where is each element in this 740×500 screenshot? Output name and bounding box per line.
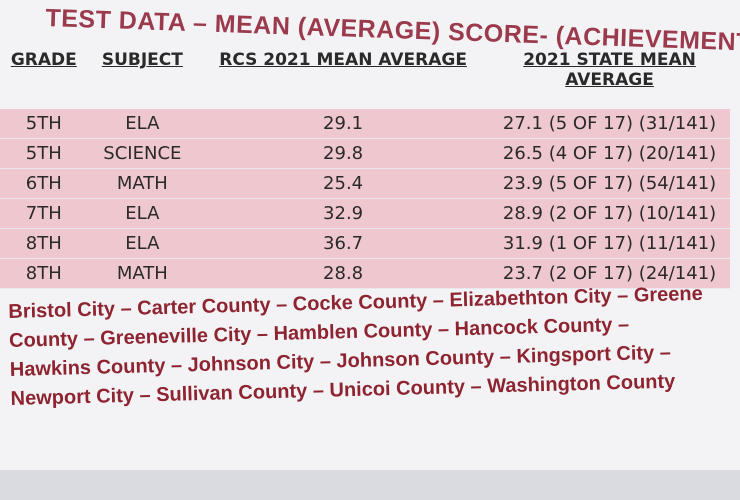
table-cell: 32.9	[197, 198, 490, 229]
table-cell: SCIENCE	[87, 138, 198, 169]
table-cell: 28.9 (2 OF 17) (10/141)	[489, 198, 730, 229]
table-cell: 8TH	[0, 258, 88, 289]
table-row: 7TH ELA 32.9 28.9 (2 OF 17) (10/141)	[0, 198, 730, 229]
column-header: 2021 STATE MEAN AVERAGE	[523, 50, 696, 90]
table-row: 5TH SCIENCE 29.8 26.5 (4 OF 17) (20/141)	[0, 138, 730, 169]
table-cell: 25.4	[197, 168, 490, 199]
table-cell: 29.1	[197, 109, 490, 139]
table-cell: 31.9 (1 OF 17) (11/141)	[489, 228, 730, 259]
table-cell: ELA	[87, 228, 198, 259]
table-row: 5TH ELA 29.1 27.1 (5 OF 17) (31/141)	[0, 109, 730, 139]
score-table: GRADE SUBJECT RCS 2021 MEAN AVERAGE 2021 ST…	[0, 44, 730, 289]
spacer-cell	[0, 105, 730, 109]
table-cell: 23.9 (5 OF 17) (54/141)	[489, 168, 730, 199]
county-list: Bristol City – Carter County – Cocke Cou…	[8, 282, 704, 410]
table-body: 5TH ELA 29.1 27.1 (5 OF 17) (31/141) 5TH SCIE…	[0, 105, 730, 289]
table-row: 6TH MATH 25.4 23.9 (5 OF 17) (54/141)	[0, 168, 730, 199]
table-cell: 6TH	[0, 168, 88, 199]
table-cell: MATH	[87, 168, 198, 199]
table-row: 8TH MATH 28.8 23.7 (2 OF 17) (24/141)	[0, 258, 730, 289]
table-cell: 5TH	[0, 138, 88, 169]
header-row: GRADE SUBJECT RCS 2021 MEAN AVERAGE 2021 ST…	[0, 44, 730, 105]
column-header: RCS 2021 MEAN AVERAGE	[219, 50, 467, 70]
document-sheet: TEST DATA – MEAN (AVERAGE) SCORE- (ACHIE…	[0, 0, 740, 470]
table-cell: 23.7 (2 OF 17) (24/141)	[489, 258, 730, 289]
table-cell: ELA	[87, 109, 198, 139]
table-cell: MATH	[87, 258, 198, 289]
table-cell: ELA	[87, 198, 198, 229]
table-cell: 8TH	[0, 228, 88, 259]
table-cell: 27.1 (5 OF 17) (31/141)	[489, 109, 730, 139]
table-cell: 7TH	[0, 198, 88, 229]
column-header: SUBJECT	[101, 50, 183, 70]
table-row: 8TH ELA 36.7 31.9 (1 OF 17) (11/141)	[0, 228, 730, 259]
table-cell: 5TH	[0, 109, 88, 139]
table-cell: 28.8	[197, 258, 490, 289]
table-cell: 26.5 (4 OF 17) (20/141)	[489, 138, 730, 169]
column-header: GRADE	[10, 50, 77, 70]
table-cell: 36.7	[197, 228, 490, 259]
spacer-row	[0, 105, 730, 109]
table-cell: 29.8	[197, 138, 490, 169]
